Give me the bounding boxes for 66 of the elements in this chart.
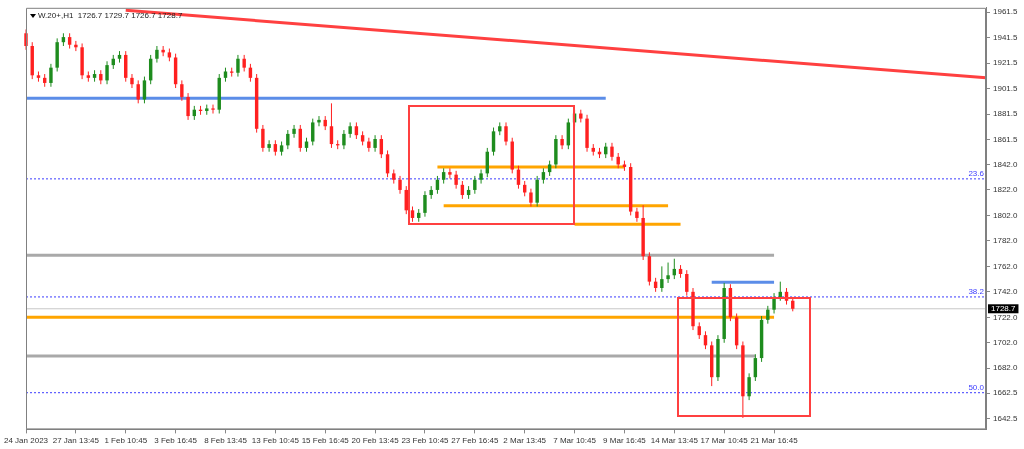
x-tick-label: 27 Feb 16:45 [451,436,499,446]
candlestick [367,137,371,153]
candlestick [49,63,53,88]
x-tick-label: 17 Mar 10:45 [700,436,749,446]
annotation: 38.2 [968,287,985,297]
y-tick-label: 1901.5 [993,83,1019,93]
y-tick-label: 1881.5 [993,109,1019,119]
candlestick [373,134,377,153]
y-tick-label: 1642.5 [993,413,1019,423]
candlestick [261,124,265,153]
x-tick-label: 1 Feb 10:45 [104,436,148,446]
candlestick [142,76,147,104]
x-tick-label: 3 Feb 16:45 [154,436,198,446]
candlestick [666,262,670,284]
y-tick-label: 1822.0 [993,185,1019,195]
candlestick [186,92,190,121]
y-tick-label: 1742.0 [993,287,1019,297]
candlestick [130,73,134,89]
y-tick-label: 1941.5 [993,32,1019,42]
x-tick-label: 9 Mar 16:45 [603,436,647,446]
candlestick [342,129,346,150]
candlestick [292,124,296,139]
y-tick-label: 1842.0 [993,159,1019,169]
candlestick [105,60,109,85]
ref-line-label: 1728.7 [991,303,1017,313]
candlestick [423,190,427,218]
annotation: 50.0 [968,382,985,392]
candlestick [660,265,664,293]
candlestick [560,134,564,150]
y-tick-label: 1702.0 [993,337,1019,347]
candlestick [504,121,508,146]
candlestick [448,167,452,179]
y-tick-label: 1782.0 [993,236,1019,246]
y-tick-label: 1921.5 [993,58,1019,68]
x-tick-label: 24 Jan 2023 [3,436,49,446]
x-tick-label: 27 Jan 13:45 [52,436,100,446]
candlestick [535,175,539,207]
annotation: 23.6 [968,169,985,179]
candlestick [491,127,496,157]
candlestick [267,139,271,153]
y-tick-label: 1762.0 [993,261,1019,271]
y-tick-label: 1861.5 [993,134,1019,144]
candlestick [747,372,751,401]
candlestick [180,79,184,102]
y-tick-label: 1802.0 [993,210,1019,220]
x-tick-label: 7 Mar 10:45 [553,436,597,446]
x-tick-label: 8 Feb 13:45 [204,436,248,446]
x-tick-label: 13 Feb 10:45 [251,436,300,446]
x-tick-label: 2 Mar 13:45 [503,436,547,446]
x-tick-label: 15 Feb 16:45 [301,436,350,446]
candlestick [286,129,290,150]
candlestick [236,54,240,78]
candlestick [479,169,483,185]
candlestick [211,104,215,115]
x-tick-label: 23 Feb 10:45 [401,436,450,446]
y-tick-label: 1961.5 [993,7,1019,17]
y-tick-label: 1722.0 [993,312,1019,322]
x-tick-label: 14 Mar 13:45 [650,436,699,446]
candlestick [136,79,140,104]
x-tick-label: 21 Mar 16:45 [750,436,799,446]
candlestick [635,207,639,223]
x-tick-label: 20 Feb 13:45 [351,436,400,446]
y-tick-label: 1682.0 [993,363,1019,373]
candlestick [311,118,315,146]
candlestick [155,45,159,64]
y-tick-label: 1662.5 [993,388,1019,398]
